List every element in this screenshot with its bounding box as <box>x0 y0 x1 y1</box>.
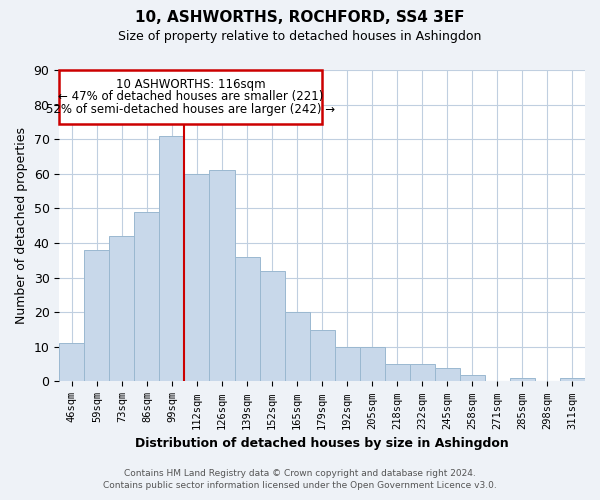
Bar <box>59 344 85 382</box>
X-axis label: Distribution of detached houses by size in Ashingdon: Distribution of detached houses by size … <box>135 437 509 450</box>
Bar <box>385 364 410 382</box>
Bar <box>235 257 260 382</box>
Bar <box>85 250 109 382</box>
Bar <box>109 236 134 382</box>
Bar <box>160 136 184 382</box>
Text: 10, ASHWORTHS, ROCHFORD, SS4 3EF: 10, ASHWORTHS, ROCHFORD, SS4 3EF <box>135 10 465 25</box>
Text: 52% of semi-detached houses are larger (242) →: 52% of semi-detached houses are larger (… <box>46 103 335 116</box>
Bar <box>209 170 235 382</box>
Y-axis label: Number of detached properties: Number of detached properties <box>15 127 28 324</box>
Text: 10 ASHWORTHS: 116sqm: 10 ASHWORTHS: 116sqm <box>116 78 266 91</box>
Text: Contains HM Land Registry data © Crown copyright and database right 2024.
Contai: Contains HM Land Registry data © Crown c… <box>103 468 497 490</box>
Bar <box>510 378 535 382</box>
Bar <box>560 378 585 382</box>
Bar <box>134 212 160 382</box>
Bar <box>359 347 385 382</box>
Bar <box>260 270 284 382</box>
Bar <box>435 368 460 382</box>
Bar <box>335 347 359 382</box>
Bar <box>310 330 335 382</box>
Bar <box>284 312 310 382</box>
FancyBboxPatch shape <box>59 70 322 124</box>
Bar <box>184 174 209 382</box>
Text: Size of property relative to detached houses in Ashingdon: Size of property relative to detached ho… <box>118 30 482 43</box>
Bar <box>410 364 435 382</box>
Bar <box>460 374 485 382</box>
Text: ← 47% of detached houses are smaller (221): ← 47% of detached houses are smaller (22… <box>58 90 323 104</box>
